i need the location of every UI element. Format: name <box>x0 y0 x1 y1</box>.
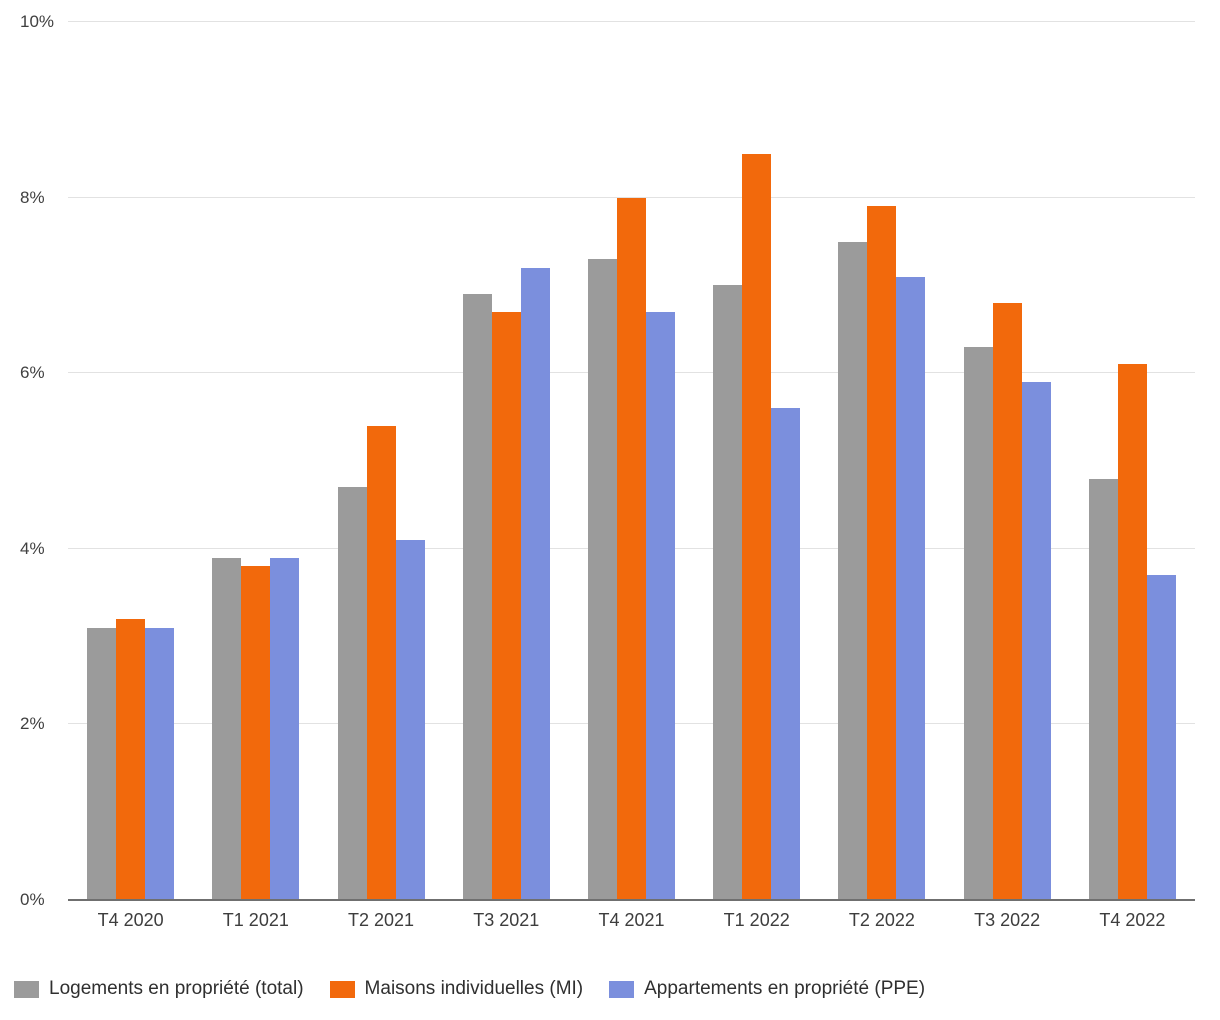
bar-series-0 <box>462 294 492 900</box>
bar-group <box>694 22 819 900</box>
y-axis-tick-label: 0% <box>20 890 45 909</box>
bar-group <box>193 22 318 900</box>
bar-series-1 <box>992 302 1022 900</box>
x-axis-labels: T4 2020 T1 2021 T2 2021 T3 2021 T4 2021 T1 20… <box>68 910 1195 931</box>
y-axis-tick-label: 6% <box>20 363 45 383</box>
legend-item: Appartements en propriété (PPE) <box>609 978 925 1000</box>
gridline <box>68 21 1195 22</box>
x-axis-category-label: T4 2020 <box>97 910 164 930</box>
bar-groups <box>68 22 1195 900</box>
bar-series-1 <box>616 197 646 900</box>
bar-group <box>318 22 443 900</box>
y-axis-tick-label: 8% <box>20 187 45 207</box>
bar-group <box>819 22 944 900</box>
bar-series-1 <box>1117 364 1147 900</box>
bar-series-2 <box>1146 575 1176 900</box>
bar-group <box>68 22 193 900</box>
bar-series-1 <box>366 425 396 900</box>
bar-group <box>444 22 569 900</box>
bar-group <box>945 22 1070 900</box>
bar-series-1 <box>491 311 521 900</box>
bar-series-0 <box>963 346 993 900</box>
bar-group <box>1070 22 1195 900</box>
bar-series-0 <box>87 627 117 900</box>
legend-item: Maisons individuelles (MI) <box>329 978 584 1000</box>
bar-series-2 <box>270 557 300 900</box>
x-axis-category-label: T3 2022 <box>974 910 1041 930</box>
bar-series-1 <box>867 206 897 900</box>
bar-series-0 <box>212 557 242 900</box>
legend-item: Logements en propriété (total) <box>14 978 304 1000</box>
legend-color-swatch <box>14 980 39 998</box>
y-axis-tick-label: 4% <box>20 538 45 558</box>
bar-series-2 <box>520 267 550 900</box>
x-axis-baseline <box>68 899 1195 901</box>
bar-series-0 <box>713 285 743 900</box>
bar-series-2 <box>771 408 801 900</box>
bar-series-2 <box>395 540 425 900</box>
gridline <box>68 196 1195 198</box>
legend-color-swatch <box>329 980 355 998</box>
legend-label: Appartements en propriété (PPE) <box>644 978 926 999</box>
legend-label: Logements en propriété (total) <box>49 978 304 999</box>
chart-legend: Logements en propriété (total) Maisons in… <box>14 978 925 1000</box>
bar-series-1 <box>241 566 271 900</box>
x-axis-category-label: T2 2021 <box>348 910 415 930</box>
bar-series-0 <box>1088 478 1118 900</box>
x-axis-category-label: T2 2022 <box>848 910 915 930</box>
plot-area <box>68 21 1195 901</box>
bar-series-2 <box>1021 381 1051 900</box>
x-axis-category-label: T4 2022 <box>1099 910 1166 930</box>
bar-series-0 <box>337 487 367 900</box>
x-axis-category-label: T4 2021 <box>598 910 665 930</box>
bar-series-2 <box>145 627 175 900</box>
x-axis-category-label: T3 2021 <box>473 910 540 930</box>
x-axis-category-label: T1 2021 <box>222 910 289 930</box>
bar-series-1 <box>742 153 772 900</box>
x-axis-category-label: T1 2022 <box>723 910 790 930</box>
legend-label: Maisons individuelles (MI) <box>364 978 584 999</box>
bar-group <box>569 22 694 900</box>
legend-color-swatch <box>609 980 635 998</box>
y-axis-tick-label: 2% <box>20 714 45 734</box>
bar-series-0 <box>838 241 868 900</box>
bar-series-0 <box>587 259 617 900</box>
bar-series-1 <box>116 619 146 900</box>
bar-series-2 <box>896 276 926 900</box>
y-axis-tick-label: 10% <box>20 12 55 31</box>
bar-series-2 <box>645 311 675 900</box>
